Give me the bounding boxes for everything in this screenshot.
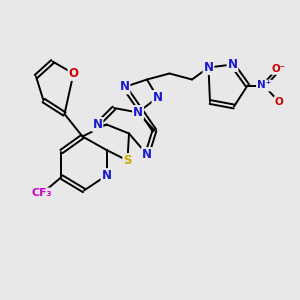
Text: N: N — [142, 148, 152, 161]
Text: N⁺: N⁺ — [257, 80, 271, 91]
Text: O⁻: O⁻ — [272, 64, 286, 74]
Text: N: N — [227, 58, 238, 71]
Text: O: O — [68, 67, 79, 80]
Text: N: N — [92, 118, 103, 131]
Text: N: N — [203, 61, 214, 74]
Text: N: N — [133, 106, 143, 119]
Text: CF₃: CF₃ — [32, 188, 52, 199]
Text: O: O — [274, 97, 284, 107]
Text: N: N — [101, 169, 112, 182]
Text: S: S — [123, 154, 132, 167]
Text: N: N — [119, 80, 130, 94]
Text: N: N — [152, 91, 163, 104]
